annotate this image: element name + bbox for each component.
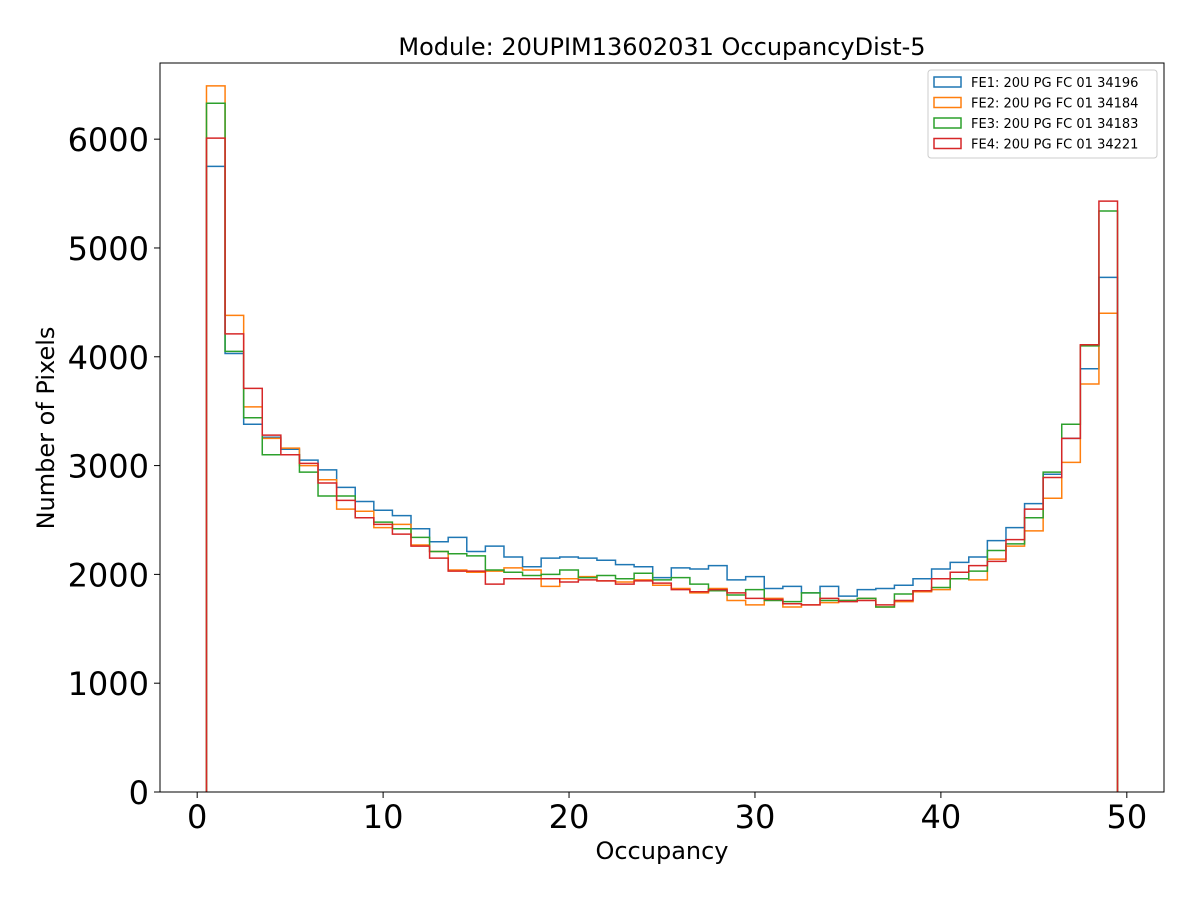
plot-frame	[159, 62, 1165, 793]
y-tick-label: 2000	[68, 556, 149, 594]
x-tick-label: 30	[735, 798, 776, 836]
legend-box	[927, 69, 1158, 159]
y-axis-label: Number of Pixels	[32, 327, 60, 530]
series-line-fe1	[205, 165, 1119, 792]
plot-area	[205, 85, 1119, 792]
legend: FE1: 20U PG FC 01 34196 FE2: 20U PG FC 01…	[927, 69, 1158, 159]
series-line-fe4	[205, 137, 1119, 792]
y-tick-label: 0	[129, 774, 149, 812]
y-tick-label: 5000	[68, 230, 149, 268]
legend-label-fe4: FE4: 20U PG FC 01 34221	[971, 138, 1138, 153]
series-line-fe3	[205, 102, 1119, 792]
legend-label-fe3: FE3: 20U PG FC 01 34183	[971, 117, 1138, 132]
y-tick-label: 3000	[68, 448, 149, 486]
x-tick-label: 20	[549, 798, 590, 836]
y-axis: 0 1000 2000 3000 4000 5000 6000	[68, 121, 160, 812]
x-axis: 0 10 20 30 40 50	[187, 792, 1147, 836]
x-axis-label: Occupancy	[595, 837, 728, 865]
y-tick-label: 1000	[68, 665, 149, 703]
legend-swatch-fe3	[933, 117, 962, 129]
chart-title: Module: 20UPIM13602031 OccupancyDist-5	[398, 33, 925, 61]
x-tick-label: 10	[363, 798, 404, 836]
legend-swatch-fe2	[933, 96, 962, 109]
x-tick-label: 0	[187, 798, 207, 836]
legend-label-fe2: FE2: 20U PG FC 01 34184	[971, 97, 1138, 112]
legend-swatch-fe1	[933, 76, 962, 88]
series-line-fe2	[205, 85, 1119, 792]
x-tick-label: 50	[1106, 798, 1147, 836]
y-tick-label: 6000	[68, 121, 149, 159]
x-tick-label: 40	[921, 798, 962, 836]
legend-swatch-fe4	[933, 137, 962, 150]
legend-label-fe1: FE1: 20U PG FC 01 34196	[971, 76, 1138, 91]
y-tick-label: 4000	[68, 339, 149, 377]
